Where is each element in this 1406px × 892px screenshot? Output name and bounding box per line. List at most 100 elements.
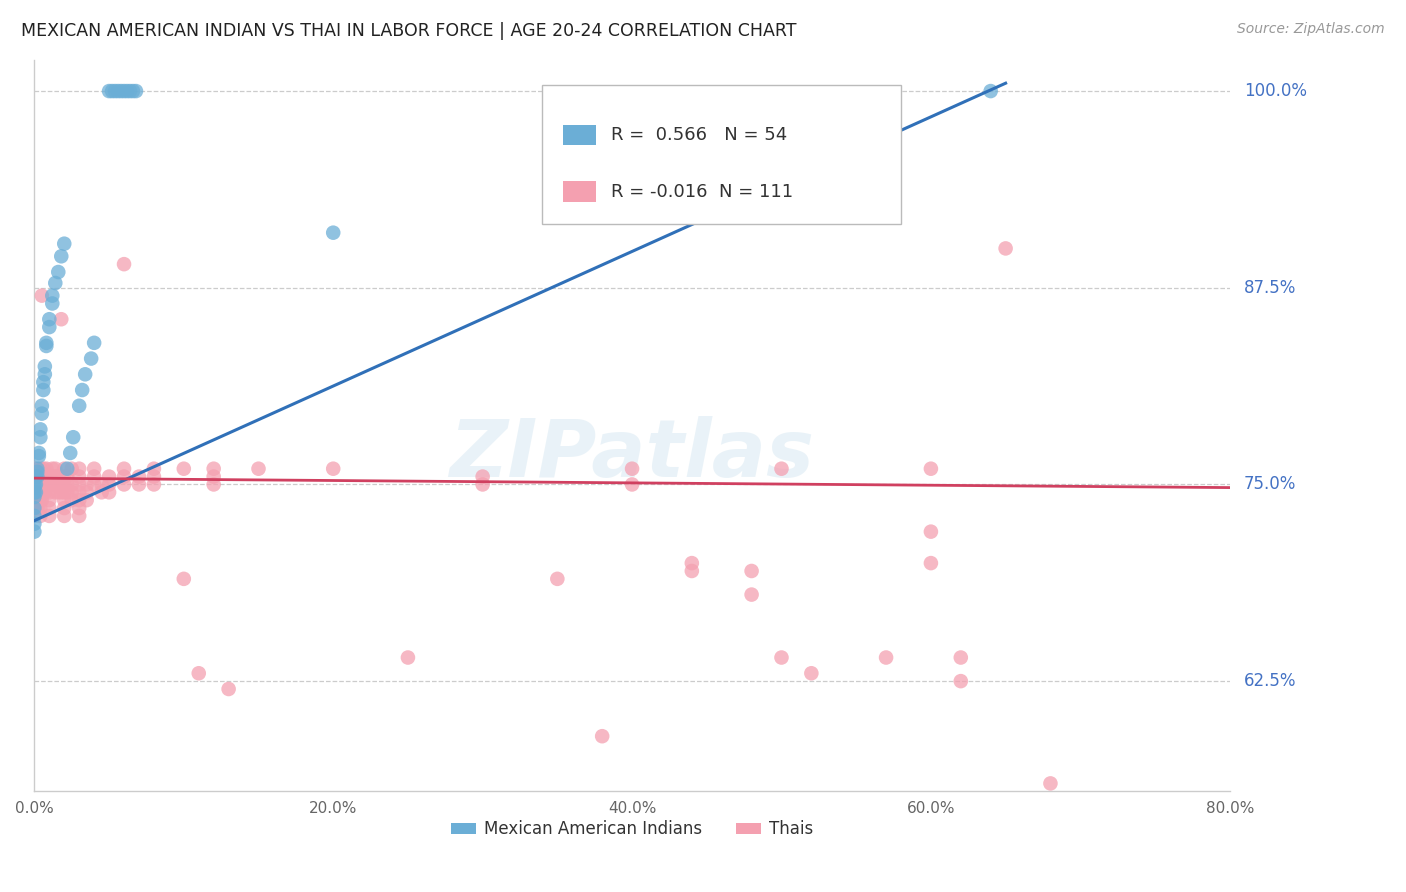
Legend: Mexican American Indians, Thais: Mexican American Indians, Thais [444, 814, 820, 845]
Point [41, 469, 63, 483]
Point [741, 564, 763, 578]
Point [32, 485, 55, 500]
Point [22, 477, 45, 491]
Text: ZIPatlas: ZIPatlas [450, 416, 814, 493]
FancyBboxPatch shape [562, 181, 596, 202]
Point [31, 485, 53, 500]
Point [41, 296, 63, 310]
Point [67, 501, 90, 516]
Point [128, 469, 150, 483]
Point [22, 508, 45, 523]
Point [107, 84, 129, 98]
Text: 87.5%: 87.5% [1244, 279, 1296, 297]
Point [62, 430, 84, 444]
Point [949, 650, 972, 665]
FancyBboxPatch shape [562, 125, 596, 145]
Point [173, 572, 195, 586]
Point [70, 383, 93, 397]
Text: Source: ZipAtlas.com: Source: ZipAtlas.com [1237, 22, 1385, 37]
Point [60, 477, 83, 491]
Point [187, 666, 209, 681]
Point [46, 265, 69, 279]
Point [98, 84, 121, 98]
Point [112, 477, 135, 491]
Point [949, 674, 972, 689]
Point [35, 335, 58, 350]
Point [35, 339, 58, 353]
Point [28, 446, 51, 460]
Point [28, 449, 51, 463]
Point [25, 485, 48, 500]
Point [67, 477, 90, 491]
Point [994, 241, 1017, 255]
Point [41, 477, 63, 491]
Point [202, 461, 225, 475]
Point [22, 516, 45, 531]
Point [60, 493, 83, 508]
Point [67, 399, 90, 413]
Point [322, 226, 344, 240]
Point [25, 485, 48, 500]
Point [34, 477, 56, 491]
Point [53, 485, 76, 500]
Point [44, 469, 66, 483]
Point [25, 477, 48, 491]
Point [41, 461, 63, 475]
Point [22, 490, 45, 504]
Point [90, 477, 112, 491]
Point [112, 257, 135, 271]
Point [31, 288, 53, 302]
Point [1039, 776, 1062, 790]
Point [27, 485, 49, 500]
Point [28, 485, 51, 500]
Point [173, 461, 195, 475]
Point [101, 84, 124, 98]
Point [31, 477, 53, 491]
Point [56, 461, 79, 475]
Point [104, 84, 127, 98]
Point [322, 461, 344, 475]
Point [38, 320, 60, 334]
Point [22, 485, 45, 500]
Point [32, 383, 55, 397]
Point [76, 477, 98, 491]
Point [98, 485, 121, 500]
Point [980, 84, 1002, 98]
Point [44, 477, 66, 491]
Point [22, 485, 45, 500]
Point [122, 84, 145, 98]
Point [32, 477, 55, 491]
Point [22, 481, 45, 495]
Point [83, 477, 105, 491]
Point [112, 461, 135, 475]
Text: MEXICAN AMERICAN INDIAN VS THAI IN LABOR FORCE | AGE 20-24 CORRELATION CHART: MEXICAN AMERICAN INDIAN VS THAI IN LABOR… [21, 22, 797, 40]
Point [67, 508, 90, 523]
Point [125, 84, 148, 98]
Point [31, 493, 53, 508]
Point [53, 508, 76, 523]
Point [60, 485, 83, 500]
Point [34, 359, 56, 374]
Point [60, 461, 83, 475]
Point [621, 461, 644, 475]
Point [546, 572, 568, 586]
Point [35, 469, 58, 483]
Point [35, 461, 58, 475]
Point [75, 368, 97, 382]
Point [621, 477, 644, 491]
Point [202, 469, 225, 483]
Point [115, 84, 138, 98]
Point [30, 469, 52, 483]
Point [118, 84, 141, 98]
Point [56, 485, 79, 500]
Point [142, 469, 165, 483]
Point [83, 469, 105, 483]
Point [31, 399, 53, 413]
Point [22, 501, 45, 516]
Point [53, 469, 76, 483]
Point [22, 481, 45, 495]
Point [46, 469, 69, 483]
Point [920, 556, 942, 570]
Point [681, 556, 703, 570]
Point [30, 430, 52, 444]
